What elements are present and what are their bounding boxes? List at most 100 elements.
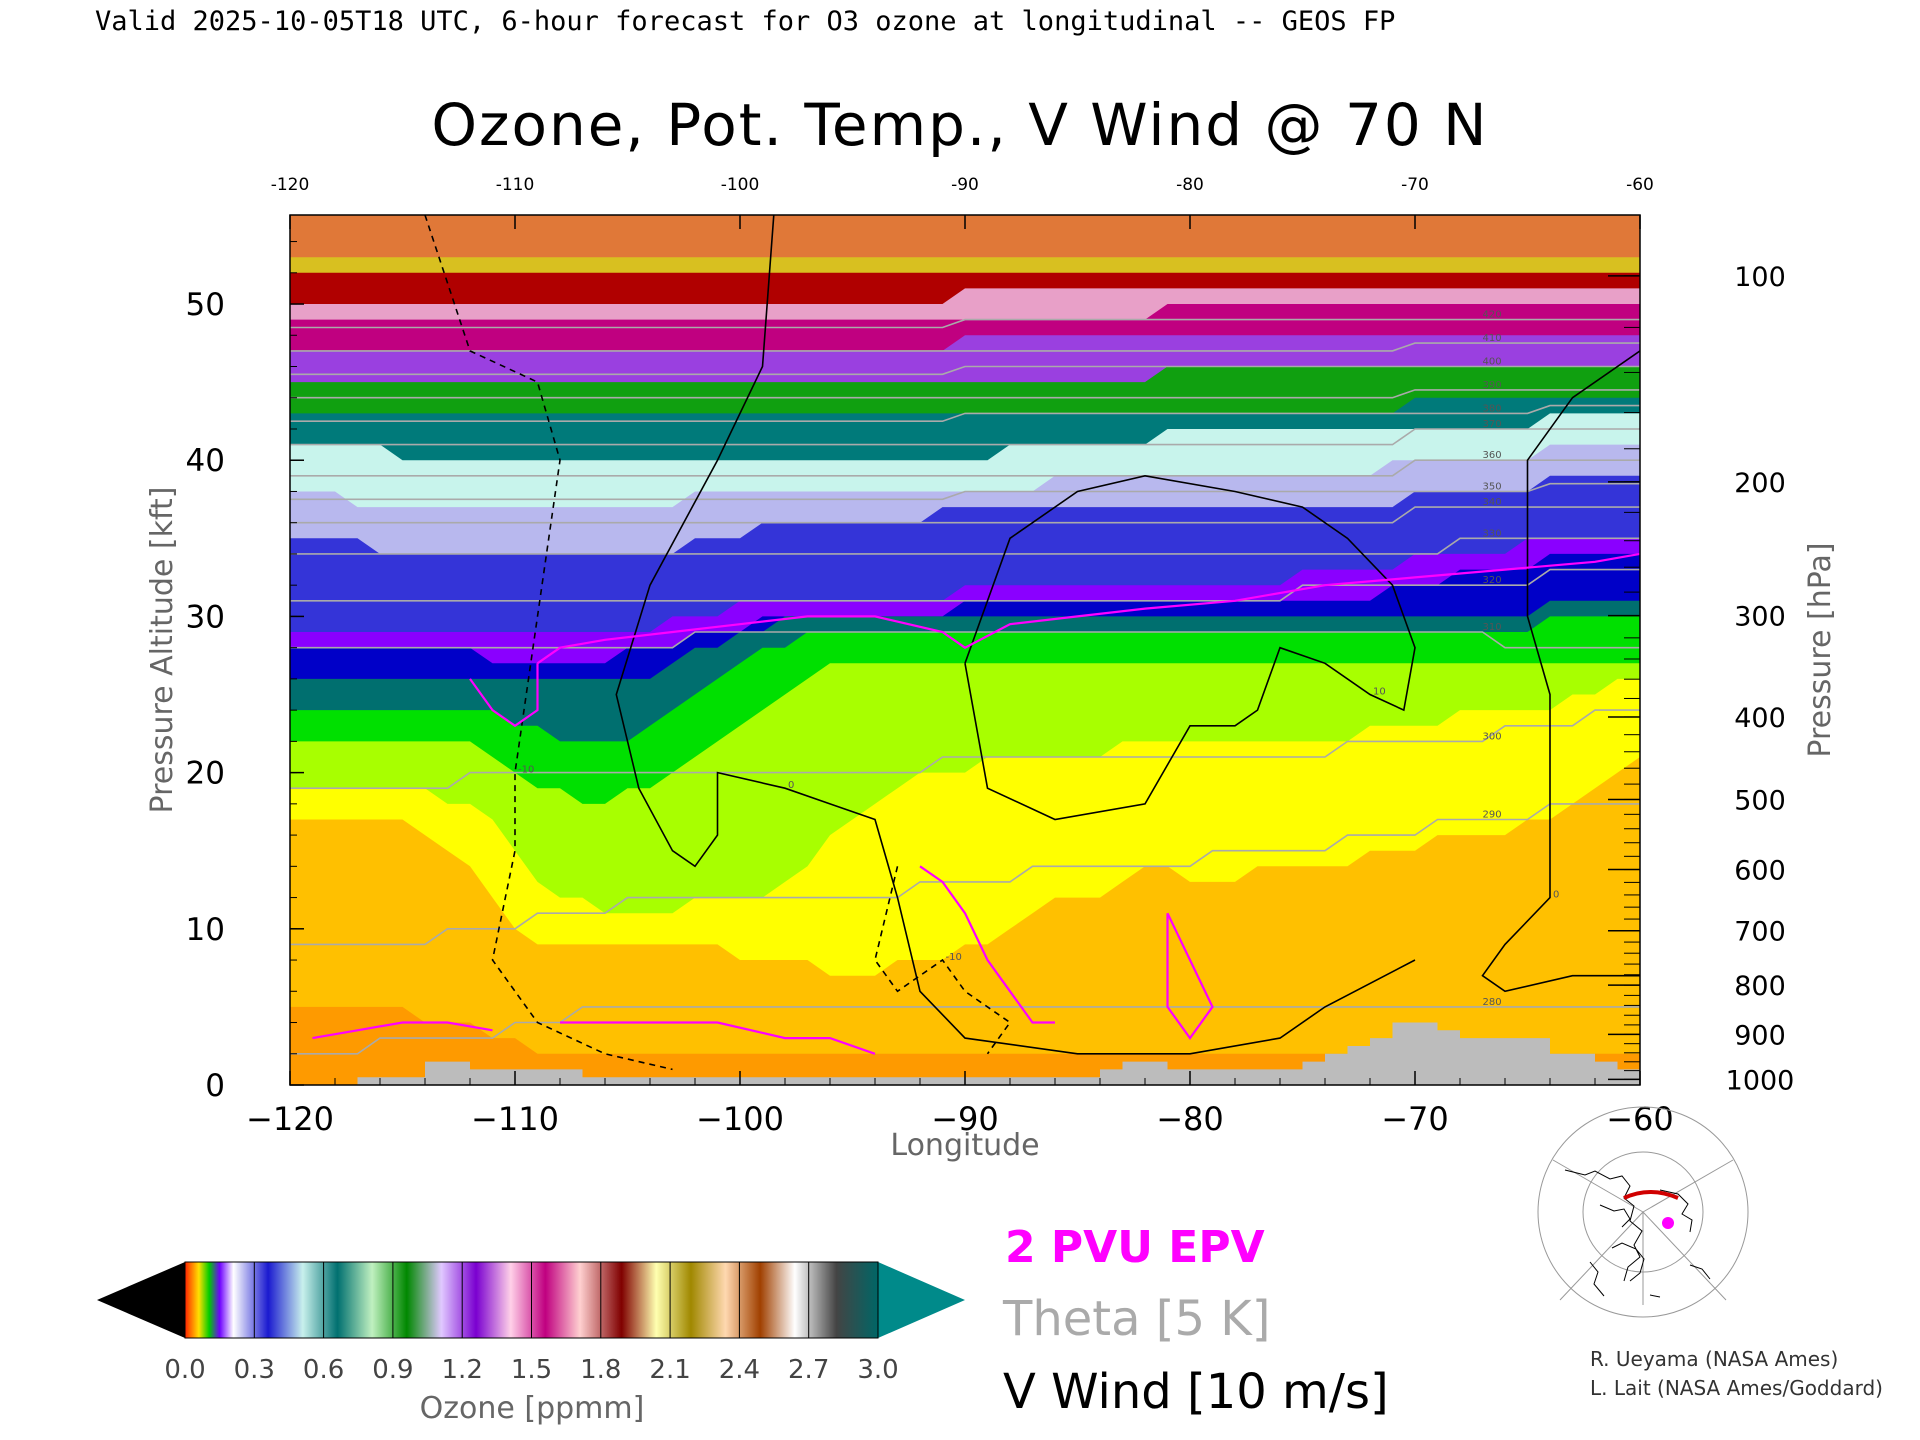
colorbar-tick-label: 2.7 bbox=[788, 1355, 829, 1385]
theta-contour bbox=[290, 389, 1640, 399]
x-tick-label: −90 bbox=[931, 1100, 999, 1138]
colorbar-tick-label: 1.8 bbox=[580, 1355, 621, 1385]
colorbar-tick-label: 1.5 bbox=[511, 1355, 552, 1385]
x-tick-label: −60 bbox=[1606, 1100, 1674, 1138]
v-wind-contour-label: 10 bbox=[1373, 687, 1386, 698]
v-wind-contour bbox=[615, 215, 1416, 1055]
epv-contour bbox=[312, 1021, 493, 1040]
colorbar-tick-label: 1.2 bbox=[442, 1355, 483, 1385]
y-tick-label: 30 bbox=[186, 599, 225, 635]
y-tick-label: 20 bbox=[186, 756, 225, 792]
y-axis-label: Pressure Altitude [kft] bbox=[145, 487, 180, 814]
theta-contour-label: 400 bbox=[1483, 357, 1502, 368]
theta-contour-label: 280 bbox=[1483, 997, 1502, 1008]
theta-contour bbox=[290, 365, 1640, 376]
x-tick-label: −100 bbox=[696, 1100, 784, 1138]
colorbar-tick-label: 0.9 bbox=[372, 1355, 413, 1385]
pressure-tick-label: 900 bbox=[1734, 1020, 1786, 1051]
colorbar-tick-label: 2.1 bbox=[649, 1355, 690, 1385]
x-tick-label: −110 bbox=[471, 1100, 559, 1138]
axes: −120-120−110-110−100-100−90-90−80-80−70-… bbox=[186, 175, 1795, 1138]
epv-contour bbox=[560, 1021, 876, 1055]
legend-wind: V Wind [10 m/s] bbox=[1003, 1364, 1389, 1420]
theta-contour-label: 420 bbox=[1483, 310, 1502, 321]
theta-contour-label: 310 bbox=[1483, 622, 1502, 633]
theta-contour bbox=[290, 428, 1640, 446]
epv-contour bbox=[1166, 912, 1214, 1040]
colorbar-ticks: 0.0 0.3 0.6 0.9 1.2 1.5 1.8 2.1 2.4 2.7 3.0 bbox=[164, 1262, 899, 1385]
pressure-tick-label: 400 bbox=[1734, 703, 1786, 734]
theta-contour-label: 330 bbox=[1483, 528, 1502, 539]
theta-contour bbox=[290, 482, 1640, 501]
y-tick-label: 50 bbox=[186, 287, 225, 323]
theta-contour-label: 380 bbox=[1483, 403, 1502, 414]
x-top-tick-label: -120 bbox=[271, 175, 310, 195]
meridian-line bbox=[1642, 1211, 1727, 1301]
v-wind-contour bbox=[964, 474, 1416, 821]
pressure-tick-label: 1000 bbox=[1726, 1065, 1795, 1096]
theta-contour bbox=[290, 318, 1640, 329]
colorbar-tick-label: 2.4 bbox=[719, 1355, 760, 1385]
theta-contour bbox=[290, 568, 1640, 602]
theta-contour bbox=[290, 803, 1640, 946]
colorbar-under-triangle bbox=[97, 1262, 185, 1338]
x-top-tick-label: -90 bbox=[951, 175, 979, 195]
colorbar: 0.0 0.3 0.6 0.9 1.2 1.5 1.8 2.1 2.4 2.7 3.0 Ozone … bbox=[97, 1261, 965, 1426]
legend-epv: 2 PVU EPV bbox=[1005, 1222, 1265, 1273]
x-top-tick-label: -100 bbox=[721, 175, 760, 195]
theta-contour bbox=[290, 1006, 1640, 1055]
theta-contour bbox=[290, 631, 1640, 649]
epv-contours bbox=[312, 552, 1640, 1055]
terrain bbox=[290, 1022, 1640, 1085]
pressure-tick-label: 300 bbox=[1734, 602, 1786, 633]
theta-contour bbox=[290, 342, 1640, 352]
theta-contour bbox=[290, 459, 1640, 477]
theta-contour-label: 410 bbox=[1483, 333, 1502, 344]
y-tick-label: 0 bbox=[205, 1068, 225, 1104]
x-top-tick-label: -80 bbox=[1176, 175, 1204, 195]
v-wind-contour-label: 0 bbox=[1553, 890, 1559, 901]
location-marker bbox=[1662, 1217, 1674, 1229]
theta-contour-label: 320 bbox=[1483, 575, 1502, 586]
x-tick-label: −120 bbox=[246, 1100, 334, 1138]
meridian-line bbox=[1642, 1159, 1734, 1213]
theta-contour bbox=[290, 506, 1640, 524]
pressure-tick-label: 700 bbox=[1734, 917, 1786, 948]
epv-contour bbox=[919, 865, 1055, 1024]
y-tick-label: 40 bbox=[186, 443, 225, 479]
header-text: Valid 2025-10-05T18 UTC, 6-hour forecast… bbox=[95, 6, 1395, 37]
credit-line-2: L. Lait (NASA Ames/Goddard) bbox=[1590, 1376, 1883, 1400]
x-top-tick-label: -70 bbox=[1401, 175, 1429, 195]
theta-contour-label: 390 bbox=[1483, 380, 1502, 391]
meridian-line bbox=[1552, 1159, 1644, 1213]
theta-contour-label: 350 bbox=[1483, 481, 1502, 492]
ozone-band bbox=[290, 757, 1640, 1085]
colorbar-tick-label: 0.3 bbox=[234, 1355, 275, 1385]
pressure-tick-label: 100 bbox=[1734, 262, 1786, 293]
epv-contour bbox=[469, 663, 539, 728]
theta-contour-label: 290 bbox=[1483, 809, 1502, 820]
meridian-line bbox=[1559, 1211, 1644, 1301]
x-axis-label: Longitude bbox=[890, 1128, 1039, 1163]
latitude-70n-track bbox=[1623, 1190, 1679, 1200]
theta-contour bbox=[290, 404, 1640, 422]
wind-contours: 0 10 0 -10 -10 bbox=[424, 215, 1640, 1071]
v-wind-contour bbox=[874, 866, 1012, 1055]
theta-contour-label: 300 bbox=[1483, 731, 1502, 742]
theta-contour bbox=[290, 709, 1640, 789]
pressure-tick-label: 200 bbox=[1734, 468, 1786, 499]
v-wind-contour bbox=[1481, 350, 1640, 993]
pressure-tick-label: 500 bbox=[1734, 785, 1786, 816]
x-top-tick-label: -110 bbox=[496, 175, 535, 195]
colorbar-label: Ozone [ppmm] bbox=[420, 1391, 645, 1426]
theta-contour-label: 360 bbox=[1483, 450, 1502, 461]
legend-theta: Theta [5 K] bbox=[1002, 1291, 1271, 1347]
x-tick-label: −80 bbox=[1156, 1100, 1224, 1138]
v-wind-contour-label: -10 bbox=[518, 765, 534, 776]
v-wind-contour bbox=[424, 215, 673, 1071]
colorbar-over-triangle bbox=[878, 1262, 965, 1338]
pressure-tick-label: 600 bbox=[1734, 856, 1786, 887]
theta-contour bbox=[290, 537, 1640, 555]
pressure-tick-label: 800 bbox=[1734, 971, 1786, 1002]
